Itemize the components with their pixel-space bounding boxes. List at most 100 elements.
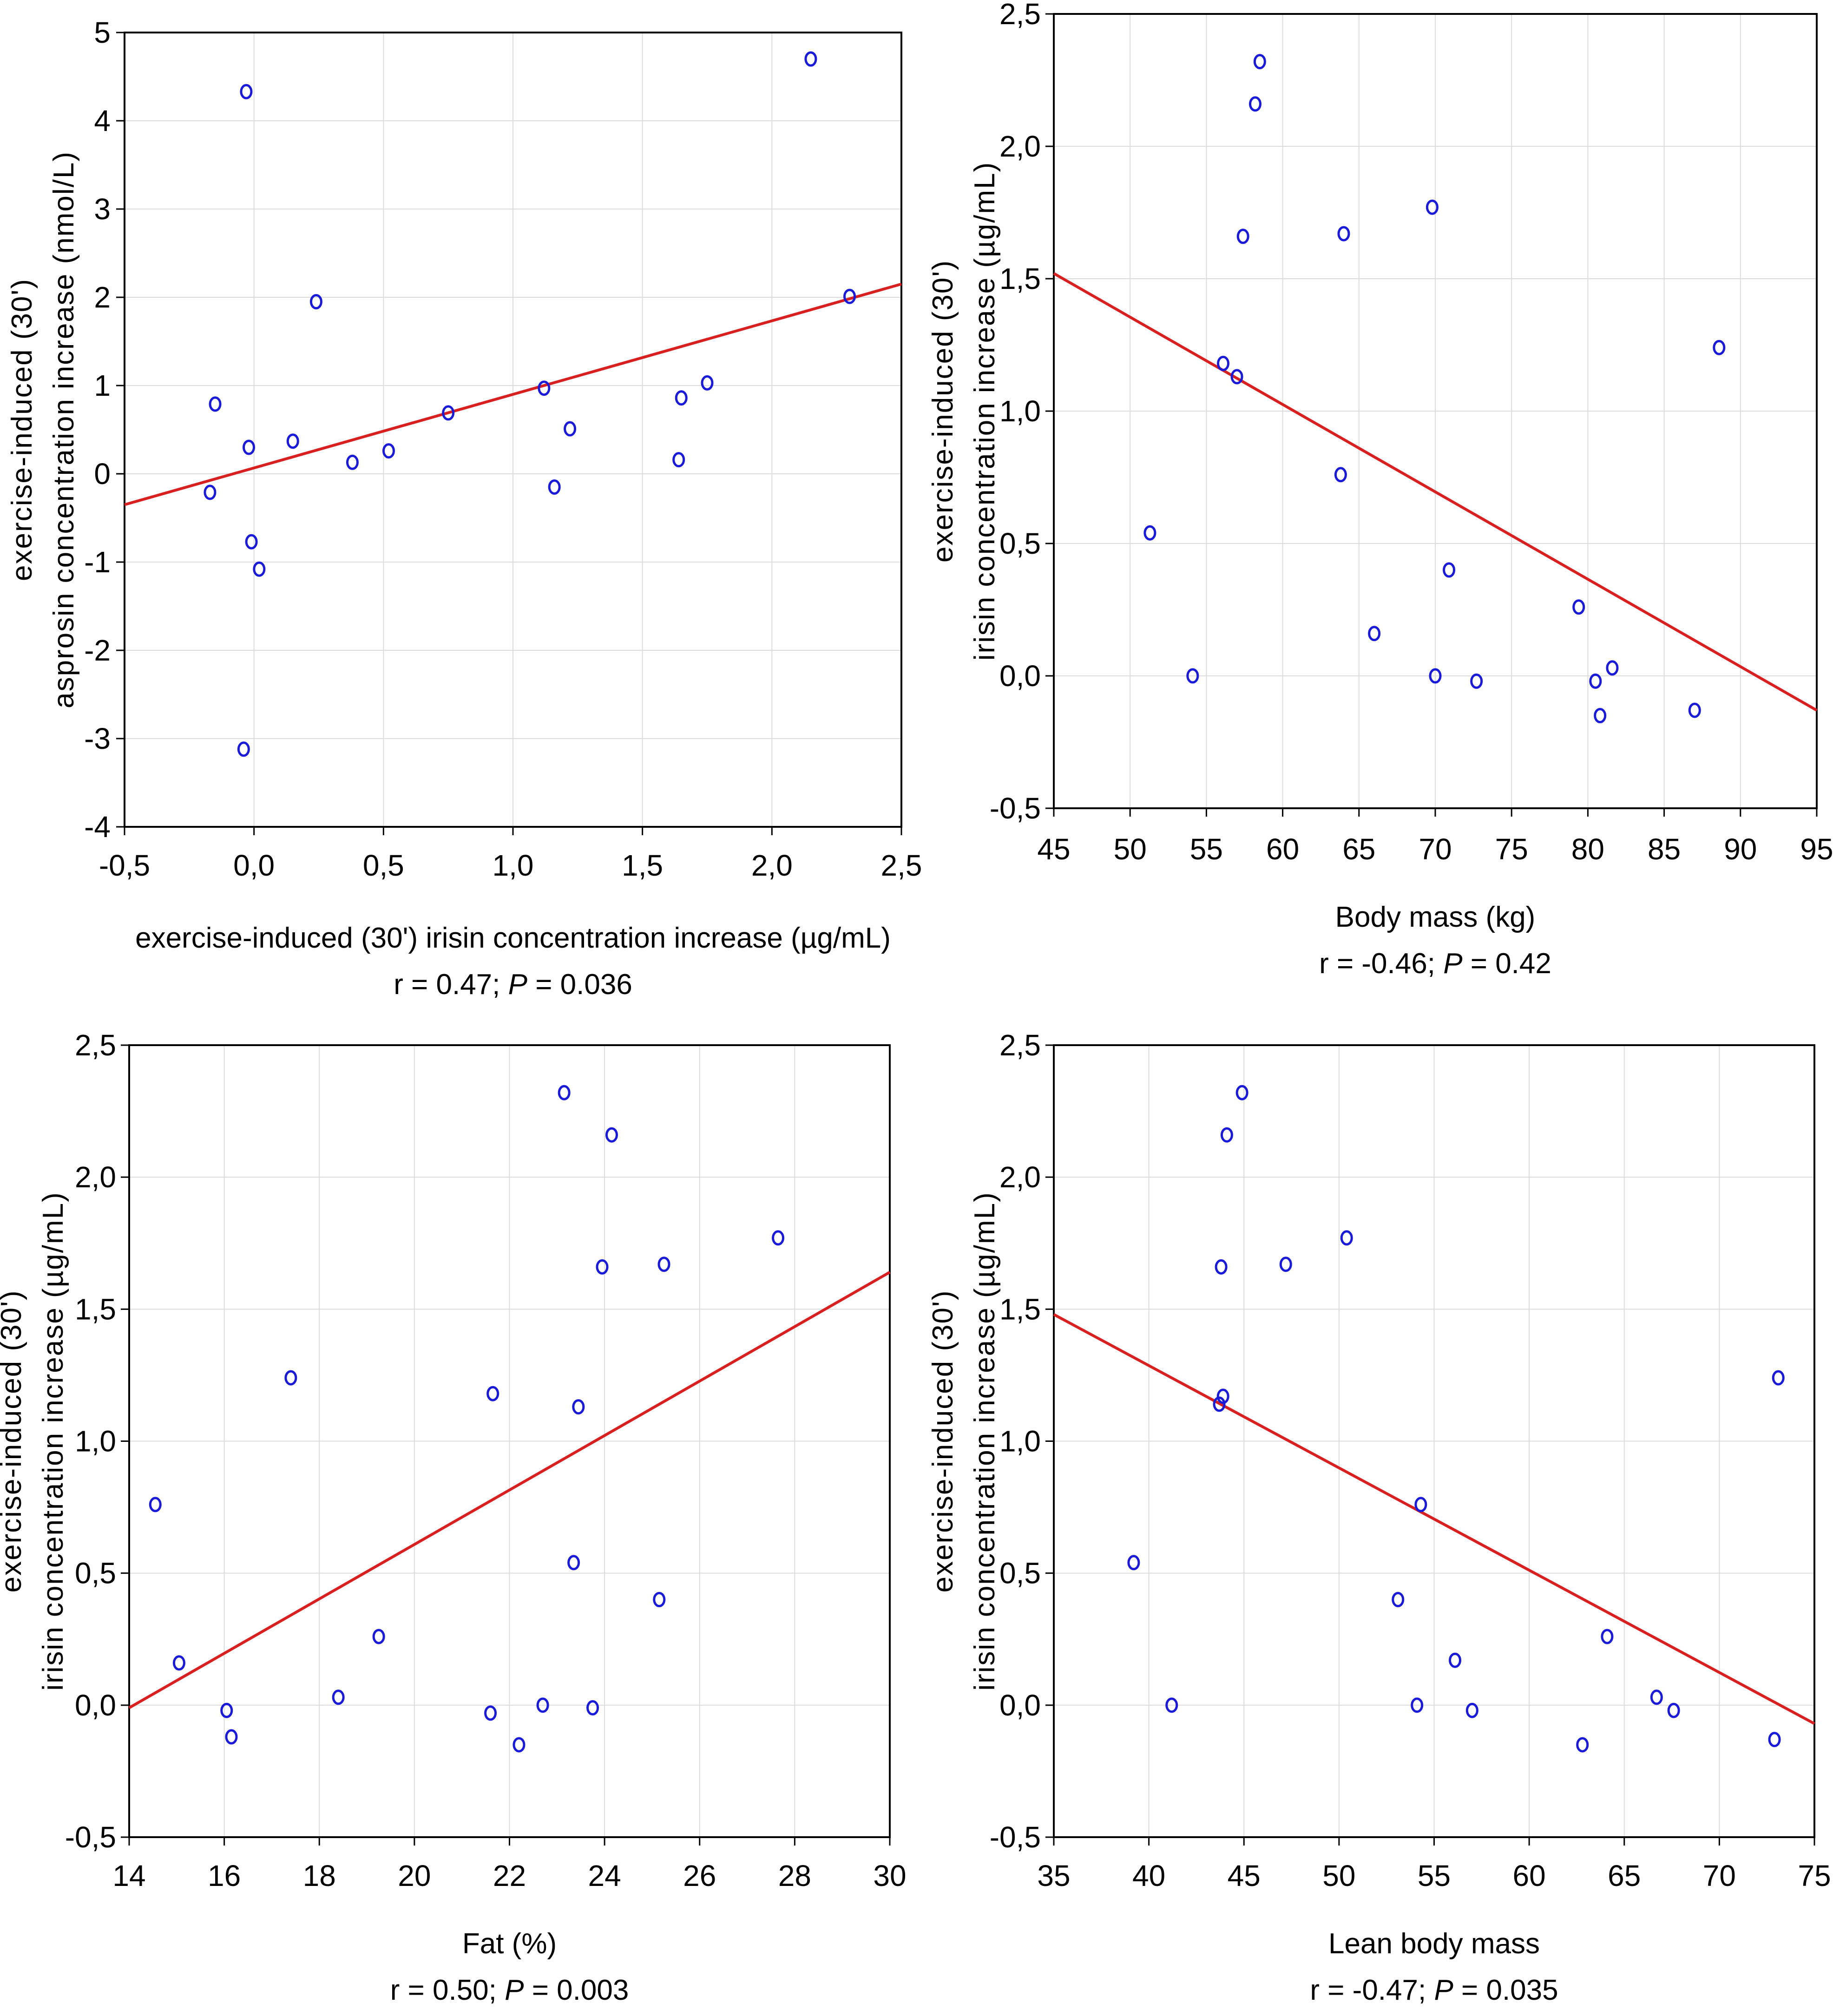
x-axis-label: Fat (%) [462,1928,557,1960]
regression-line [1053,1313,1815,1725]
x-tick-label: 85 [1648,832,1681,866]
x-tick-label: 50 [1114,832,1147,866]
x-tick-label: 50 [1322,1859,1355,1892]
stats-p-symbol: P [508,969,527,1001]
data-point [558,1085,571,1100]
x-tick-label: 80 [1571,832,1604,866]
data-point [1449,1652,1462,1668]
data-point [237,741,250,757]
data-point [1411,1697,1424,1713]
y-tick-label: 5 [94,16,111,49]
x-tick-label: 26 [683,1859,716,1892]
data-point [701,375,714,391]
y-tick-label: 2,5 [75,1028,116,1062]
data-point [1236,229,1249,244]
x-tick-label: 28 [778,1859,811,1892]
x-tick-label: 65 [1608,1859,1641,1892]
data-point [1215,1259,1228,1275]
y-tick-label: 0,0 [999,659,1041,693]
data-point [1576,1737,1589,1753]
y-tick-label: 1,0 [999,1425,1041,1458]
x-tick-label: 14 [112,1859,145,1892]
x-tick-label: 35 [1037,1859,1070,1892]
data-point [382,443,395,459]
x-tick-label: 45 [1037,832,1070,866]
data-point [1368,626,1381,641]
y-axis-label-line-2: irisin concentration increase (µg/mL) [37,1191,69,1691]
x-tick-label: 30 [873,1859,906,1892]
data-point [286,433,299,449]
data-point [245,534,258,550]
data-point [1443,562,1456,578]
y-tick-label: -0,5 [990,1820,1041,1854]
data-point [1768,1732,1781,1748]
y-tick-label: 0,0 [999,1689,1041,1722]
stats-r-value: r = 0.47; [394,969,508,1001]
data-point [204,484,217,500]
x-tick-label: 16 [208,1859,241,1892]
x-tick-label: 70 [1419,832,1452,866]
x-axis-label: Lean body mass [1328,1928,1540,1960]
y-axis-label-line-1: exercise-induced (30') [0,1289,27,1592]
stats-annotation: r = -0.46; P = 0.42 [1319,948,1551,980]
data-point [572,1399,585,1415]
data-point [672,452,685,468]
data-point [1337,226,1350,242]
data-point [220,1702,233,1718]
x-tick-label: 95 [1800,832,1833,866]
x-tick-label: 1,5 [622,849,663,882]
x-tick-label: 45 [1228,1859,1261,1892]
data-point [843,288,856,304]
data-point [564,421,577,437]
data-point [1414,1497,1427,1512]
x-tick-label: 90 [1724,832,1757,866]
data-point [1213,1396,1226,1412]
x-tick-label: 55 [1190,832,1223,866]
y-tick-label: 2,0 [75,1160,116,1194]
data-point [1392,1592,1405,1607]
y-axis-label-line-1: exercise-induced (30') [927,1289,959,1592]
x-tick-label: 0,0 [233,849,275,882]
data-point [804,51,817,67]
stats-p-symbol: P [1443,948,1462,980]
y-tick-label: 1,5 [999,262,1041,295]
data-point [1572,599,1585,615]
data-point [1253,54,1266,70]
y-tick-label: 2,0 [999,1160,1041,1194]
x-tick-label: 1,0 [493,849,534,882]
data-point [653,1592,666,1607]
panel-irisin-vs-lean-body-mass: 35 40 45 50 55 60 65 70 75 -0,5 0,0 0,5 1,0 1,5 2,0 2,5… [927,1028,1831,2006]
data-point [1589,673,1602,689]
data-point [657,1257,670,1272]
y-axis-label-line-1: exercise-induced (30') [927,260,959,563]
x-tick-label: 0,5 [363,849,404,882]
y-tick-label: 1 [94,369,111,402]
data-point [149,1497,162,1512]
x-tick-label: 75 [1798,1859,1831,1892]
data-point [1470,673,1483,689]
data-point [1220,1127,1233,1143]
stats-annotation: r = 0.50; P = 0.003 [390,1974,629,2006]
panel-irisin-vs-fat: 14 16 18 20 22 24 26 28 30 -0,5 0,0 0,5 1,0 1,5 2,0 2,5… [0,1028,907,2006]
y-tick-label: 2,0 [999,130,1041,163]
stats-annotation: r = 0.47; P = 0.036 [394,969,632,1001]
data-point [586,1700,599,1716]
data-point [772,1230,785,1246]
data-point [225,1729,238,1745]
data-point [1713,340,1726,355]
data-point [548,479,561,495]
y-tick-label: -1 [84,545,111,579]
data-point [1594,708,1607,723]
x-tick-label: 40 [1132,1859,1165,1892]
data-point [253,561,266,577]
x-tick-label: 70 [1703,1859,1736,1892]
data-point [1772,1370,1785,1386]
data-point [284,1370,297,1386]
y-tick-label: 2 [94,281,111,314]
data-point [567,1555,580,1571]
data-point [1688,702,1701,718]
regression-line [1053,272,1818,712]
x-tick-label: 60 [1513,1859,1546,1892]
y-axis-label-line-2: irisin concentration increase (µg/mL) [969,1191,1001,1691]
y-tick-label: 0,5 [75,1557,116,1590]
